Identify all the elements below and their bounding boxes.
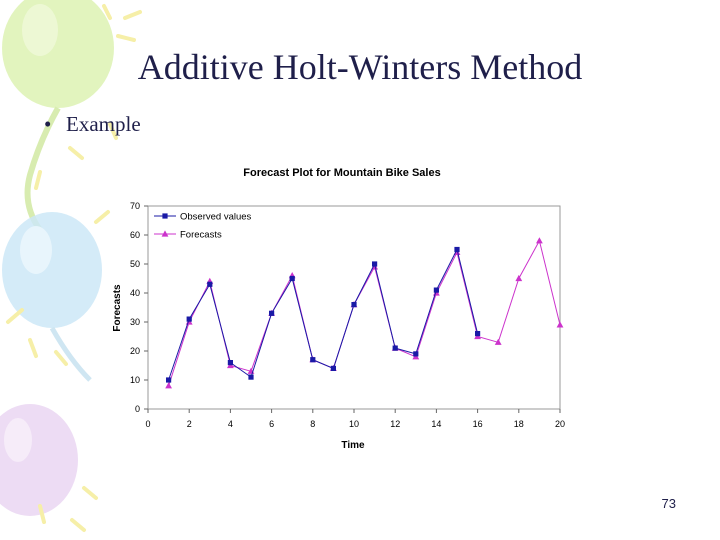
purple-balloon-highlight	[4, 418, 32, 462]
bullet-text: Example	[66, 112, 141, 136]
y-axis: 0 10 20 30 40 50 60 70	[130, 201, 148, 414]
x-tick-label: 0	[145, 419, 150, 429]
data-point-forecasts	[515, 274, 523, 282]
blue-balloon-highlight	[20, 226, 52, 274]
series-observed-values	[166, 246, 481, 383]
x-axis: 0 2 4 6 8 10 12 14 16 18 20	[145, 409, 565, 429]
legend-marker	[162, 213, 168, 219]
series-layer	[165, 237, 564, 389]
x-tick-label: 14	[431, 419, 441, 429]
y-tick-label: 0	[135, 404, 140, 414]
page-number: 73	[661, 496, 676, 511]
data-point-observed-values	[166, 377, 172, 383]
sparkles	[6, 4, 142, 532]
y-axis-label: Forecasts	[112, 284, 123, 332]
data-point-forecasts	[556, 321, 564, 328]
data-point-observed-values	[289, 275, 295, 282]
x-axis-label: Time	[341, 440, 365, 451]
data-point-observed-values	[269, 310, 275, 316]
bullet-item: • Example	[44, 112, 141, 137]
blue-balloon-string	[49, 326, 92, 382]
series-line-observed-values	[168, 248, 479, 381]
data-point-observed-values	[475, 331, 481, 337]
green-balloon-string	[24, 106, 61, 232]
series-line-forecasts	[168, 239, 561, 386]
data-point-observed-values	[227, 360, 233, 366]
legend: Observed values Forecasts	[154, 212, 252, 241]
y-tick-label: 30	[130, 317, 140, 327]
data-point-observed-values	[351, 302, 357, 308]
x-tick-label: 12	[390, 419, 400, 429]
data-point-forecasts	[536, 237, 543, 244]
data-point-observed-values	[372, 261, 378, 267]
blue-balloon	[2, 212, 102, 328]
legend-item-observed-values: Observed values	[154, 212, 252, 223]
x-tick-label: 2	[187, 419, 192, 429]
chart-title: Forecast Plot for Mountain Bike Sales	[243, 167, 440, 179]
x-tick-label: 8	[310, 419, 315, 429]
data-point-observed-values	[207, 281, 213, 287]
data-point-observed-values	[248, 374, 254, 380]
x-tick-label: 16	[473, 419, 483, 429]
green-balloon-highlight	[22, 4, 58, 56]
x-tick-label: 4	[228, 419, 233, 429]
y-tick-label: 50	[130, 259, 140, 269]
x-tick-label: 10	[349, 419, 359, 429]
y-tick-label: 10	[130, 375, 140, 385]
y-tick-label: 40	[130, 288, 140, 298]
legend-marker	[161, 230, 169, 237]
data-point-forecasts	[165, 382, 172, 389]
data-point-observed-values	[310, 357, 316, 363]
slide-title: Additive Holt-Winters Method	[137, 47, 583, 87]
data-point-observed-values	[454, 246, 460, 253]
data-point-observed-values	[186, 316, 192, 322]
x-tick-label: 20	[555, 419, 565, 429]
data-point-observed-values	[413, 351, 419, 357]
forecast-chart: Forecast Plot for Mountain Bike Sales 0 1…	[112, 167, 565, 451]
x-tick-label: 18	[514, 419, 524, 429]
legend-label: Forecasts	[180, 230, 222, 241]
legend-label: Observed values	[180, 212, 252, 223]
y-tick-label: 60	[130, 230, 140, 240]
x-tick-label: 6	[269, 419, 274, 429]
data-point-observed-values	[330, 365, 336, 371]
y-tick-label: 20	[130, 346, 140, 356]
bullet-dot-icon: •	[44, 112, 52, 136]
data-point-observed-values	[433, 287, 439, 293]
y-tick-label: 70	[130, 201, 140, 211]
data-point-forecasts	[494, 338, 502, 345]
legend-item-forecasts: Forecasts	[154, 230, 222, 241]
data-point-observed-values	[392, 345, 398, 351]
